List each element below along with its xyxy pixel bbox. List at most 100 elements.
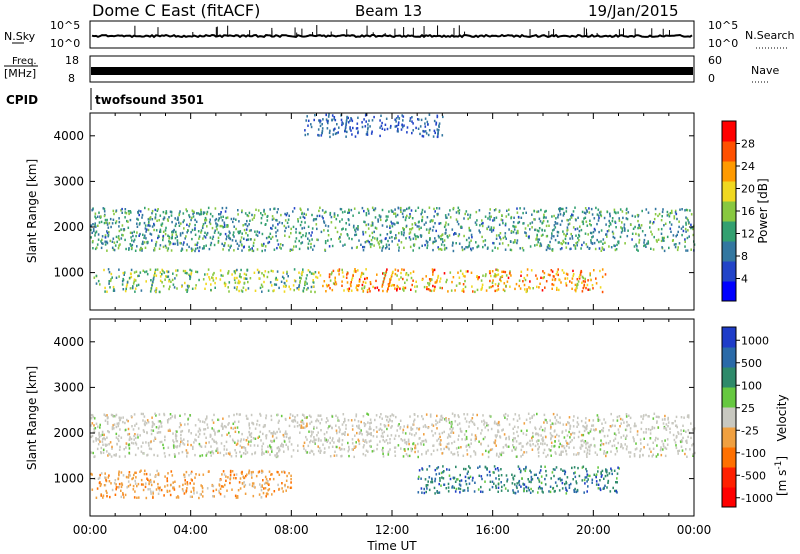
heat-cell: [341, 271, 344, 274]
heat-cell: [157, 492, 160, 495]
heat-cell: [608, 225, 610, 228]
heat-cell: [112, 237, 115, 240]
heat-cell: [468, 236, 470, 240]
heat-cell: [118, 217, 120, 220]
heat-cell: [228, 230, 231, 233]
heat-cell: [171, 230, 173, 234]
heat-cell: [253, 214, 256, 217]
heat-cell: [692, 442, 694, 446]
heat-cell: [364, 423, 367, 426]
heat-cell: [473, 422, 475, 425]
heat-cell: [387, 442, 389, 445]
colorbar-swatch: [722, 201, 736, 222]
heat-cell: [633, 439, 635, 443]
heat-cell: [229, 471, 232, 474]
heat-cell: [211, 427, 213, 430]
heat-cell: [687, 414, 689, 417]
heat-cell: [298, 231, 301, 235]
heat-cell: [416, 225, 419, 228]
heat-cell: [650, 450, 652, 453]
heat-cell: [615, 248, 618, 251]
heat-cell: [574, 487, 576, 491]
heat-cell: [358, 284, 360, 287]
heat-cell: [241, 446, 243, 449]
heat-cell: [686, 455, 688, 458]
heat-cell: [237, 213, 239, 216]
heat-cell: [512, 427, 514, 430]
heat-cell: [449, 477, 452, 481]
heat-cell: [584, 212, 587, 215]
heat-cell: [401, 125, 404, 129]
heat-cell: [106, 290, 108, 293]
heat-cell: [232, 220, 234, 224]
heat-cell: [272, 224, 274, 227]
heat-cell: [265, 416, 267, 420]
heat-cell: [417, 477, 420, 480]
heat-cell: [168, 278, 171, 282]
heat-cell: [509, 248, 512, 251]
heat-cell: [398, 434, 400, 438]
heat-cell: [202, 225, 204, 228]
heat-cell: [530, 487, 532, 491]
heat-cell: [448, 468, 451, 471]
heat-cell: [396, 221, 398, 224]
heat-cell: [551, 435, 554, 438]
heat-cell: [362, 446, 365, 449]
heat-cell: [297, 444, 299, 447]
heat-cell: [203, 211, 206, 214]
heat-cell: [396, 213, 399, 217]
heat-cell: [515, 446, 518, 449]
colorbar-swatch: [722, 261, 736, 282]
heat-cell: [118, 244, 120, 247]
heat-cell: [241, 290, 244, 293]
heat-cell: [152, 280, 154, 283]
heat-cell: [459, 487, 462, 491]
heat-cell: [315, 419, 317, 423]
heat-cell: [617, 441, 619, 445]
heat-cell: [394, 272, 397, 276]
heat-cell: [517, 215, 520, 219]
heat-cell: [355, 445, 357, 448]
heat-cell: [560, 451, 562, 454]
heat-cell: [374, 237, 376, 240]
heat-cell: [434, 281, 437, 284]
heat-cell: [545, 209, 547, 213]
heat-cell: [664, 446, 666, 449]
heat-cell: [605, 223, 607, 226]
heat-cell: [352, 126, 354, 130]
heat-cell: [549, 247, 551, 250]
heat-cell: [498, 210, 501, 213]
heat-cell: [652, 248, 655, 251]
heat-cell: [462, 274, 465, 278]
heat-cell: [553, 235, 555, 238]
heat-cell: [186, 290, 188, 293]
heat-cell: [485, 273, 487, 276]
heat-cell: [564, 237, 567, 241]
heat-cell: [435, 473, 438, 476]
heat-cell: [562, 207, 564, 211]
heat-cell: [245, 273, 248, 276]
heat-cell: [171, 278, 174, 282]
heat-cell: [164, 455, 166, 458]
heat-cell: [557, 421, 559, 424]
heat-cell: [631, 232, 634, 235]
heat-cell: [508, 228, 510, 231]
heat-cell: [589, 278, 592, 281]
heat-cell: [593, 437, 595, 441]
heat-cell: [110, 482, 112, 485]
heat-cell: [497, 247, 499, 250]
heat-cell: [260, 496, 263, 499]
heat-cell: [411, 217, 414, 220]
heat-cell: [483, 421, 486, 424]
heat-cell: [470, 271, 473, 274]
heat-cell: [201, 485, 203, 488]
heat-cell: [429, 220, 432, 223]
heat-cell: [453, 486, 455, 489]
heat-cell: [108, 474, 110, 477]
heat-cell: [420, 118, 423, 122]
heat-cell: [690, 436, 692, 440]
heat-cell: [451, 486, 453, 489]
heat-cell: [514, 437, 516, 440]
heat-cell: [230, 426, 232, 430]
heat-cell: [204, 428, 207, 431]
